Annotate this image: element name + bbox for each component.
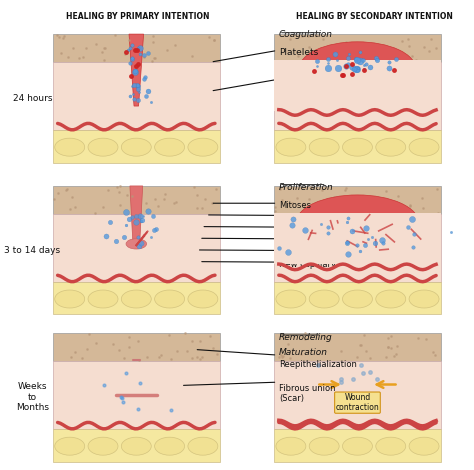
Text: Inflammation: Inflammation bbox=[279, 68, 338, 77]
Ellipse shape bbox=[299, 42, 416, 96]
Ellipse shape bbox=[376, 290, 406, 308]
Ellipse shape bbox=[309, 290, 339, 308]
Text: HEALING BY SECONDARY INTENTION: HEALING BY SECONDARY INTENTION bbox=[296, 12, 453, 21]
Polygon shape bbox=[129, 34, 144, 106]
FancyBboxPatch shape bbox=[53, 282, 219, 314]
Ellipse shape bbox=[343, 437, 373, 455]
FancyBboxPatch shape bbox=[274, 361, 441, 430]
Ellipse shape bbox=[343, 138, 373, 156]
Text: Wound
contraction: Wound contraction bbox=[336, 393, 379, 412]
Ellipse shape bbox=[88, 437, 118, 455]
Text: Weeks
to
Months: Weeks to Months bbox=[16, 383, 49, 412]
Ellipse shape bbox=[309, 437, 339, 455]
Ellipse shape bbox=[88, 290, 118, 308]
FancyBboxPatch shape bbox=[274, 131, 441, 163]
Ellipse shape bbox=[376, 138, 406, 156]
Ellipse shape bbox=[188, 437, 218, 455]
FancyBboxPatch shape bbox=[274, 430, 441, 462]
Ellipse shape bbox=[276, 290, 306, 308]
Text: Neutrophils: Neutrophils bbox=[279, 86, 331, 94]
FancyBboxPatch shape bbox=[53, 186, 219, 214]
FancyBboxPatch shape bbox=[53, 430, 219, 462]
Ellipse shape bbox=[409, 290, 439, 308]
Text: (Scar): (Scar) bbox=[279, 394, 304, 403]
Text: New capillary: New capillary bbox=[279, 260, 336, 269]
FancyBboxPatch shape bbox=[274, 60, 441, 111]
Text: Mitoses: Mitoses bbox=[279, 201, 311, 210]
Ellipse shape bbox=[155, 437, 184, 455]
Ellipse shape bbox=[409, 437, 439, 455]
Ellipse shape bbox=[409, 138, 439, 156]
Text: HEALING BY PRIMARY INTENTION: HEALING BY PRIMARY INTENTION bbox=[66, 12, 209, 21]
Text: Proliferation: Proliferation bbox=[279, 183, 334, 192]
Ellipse shape bbox=[276, 138, 306, 156]
Ellipse shape bbox=[188, 138, 218, 156]
FancyBboxPatch shape bbox=[53, 361, 219, 430]
Ellipse shape bbox=[309, 138, 339, 156]
Ellipse shape bbox=[121, 138, 151, 156]
Polygon shape bbox=[130, 186, 143, 248]
Text: Maturation: Maturation bbox=[279, 348, 328, 357]
FancyBboxPatch shape bbox=[274, 186, 441, 214]
Text: Coagulation: Coagulation bbox=[279, 31, 333, 39]
FancyBboxPatch shape bbox=[53, 214, 219, 282]
FancyBboxPatch shape bbox=[53, 333, 219, 361]
FancyBboxPatch shape bbox=[274, 34, 441, 63]
Ellipse shape bbox=[88, 138, 118, 156]
Text: 24 hours: 24 hours bbox=[13, 94, 52, 103]
Ellipse shape bbox=[126, 239, 146, 249]
Text: 3 to 14 days: 3 to 14 days bbox=[4, 246, 61, 255]
Text: Platelets: Platelets bbox=[279, 48, 318, 57]
Ellipse shape bbox=[121, 290, 151, 308]
Ellipse shape bbox=[276, 437, 306, 455]
FancyBboxPatch shape bbox=[274, 63, 441, 131]
FancyBboxPatch shape bbox=[53, 131, 219, 163]
FancyBboxPatch shape bbox=[274, 213, 441, 264]
Text: Fibrous union: Fibrous union bbox=[279, 384, 335, 392]
Ellipse shape bbox=[376, 437, 406, 455]
Text: Granulation tissue: Granulation tissue bbox=[279, 213, 356, 222]
Ellipse shape bbox=[55, 138, 85, 156]
Ellipse shape bbox=[296, 195, 419, 251]
Ellipse shape bbox=[343, 290, 373, 308]
Ellipse shape bbox=[155, 138, 184, 156]
Text: Remodeling: Remodeling bbox=[279, 333, 333, 342]
Ellipse shape bbox=[121, 437, 151, 455]
Text: Lymphocyte: Lymphocyte bbox=[279, 236, 330, 245]
FancyBboxPatch shape bbox=[274, 214, 441, 282]
FancyBboxPatch shape bbox=[53, 34, 219, 63]
FancyBboxPatch shape bbox=[274, 282, 441, 314]
Ellipse shape bbox=[55, 437, 85, 455]
Text: Reepithelialization: Reepithelialization bbox=[279, 360, 356, 369]
Ellipse shape bbox=[188, 290, 218, 308]
FancyBboxPatch shape bbox=[274, 333, 441, 361]
Ellipse shape bbox=[155, 290, 184, 308]
FancyBboxPatch shape bbox=[53, 63, 219, 131]
Ellipse shape bbox=[55, 290, 85, 308]
Text: Macrophage: Macrophage bbox=[279, 225, 331, 234]
Text: Fibroblast: Fibroblast bbox=[279, 248, 320, 257]
